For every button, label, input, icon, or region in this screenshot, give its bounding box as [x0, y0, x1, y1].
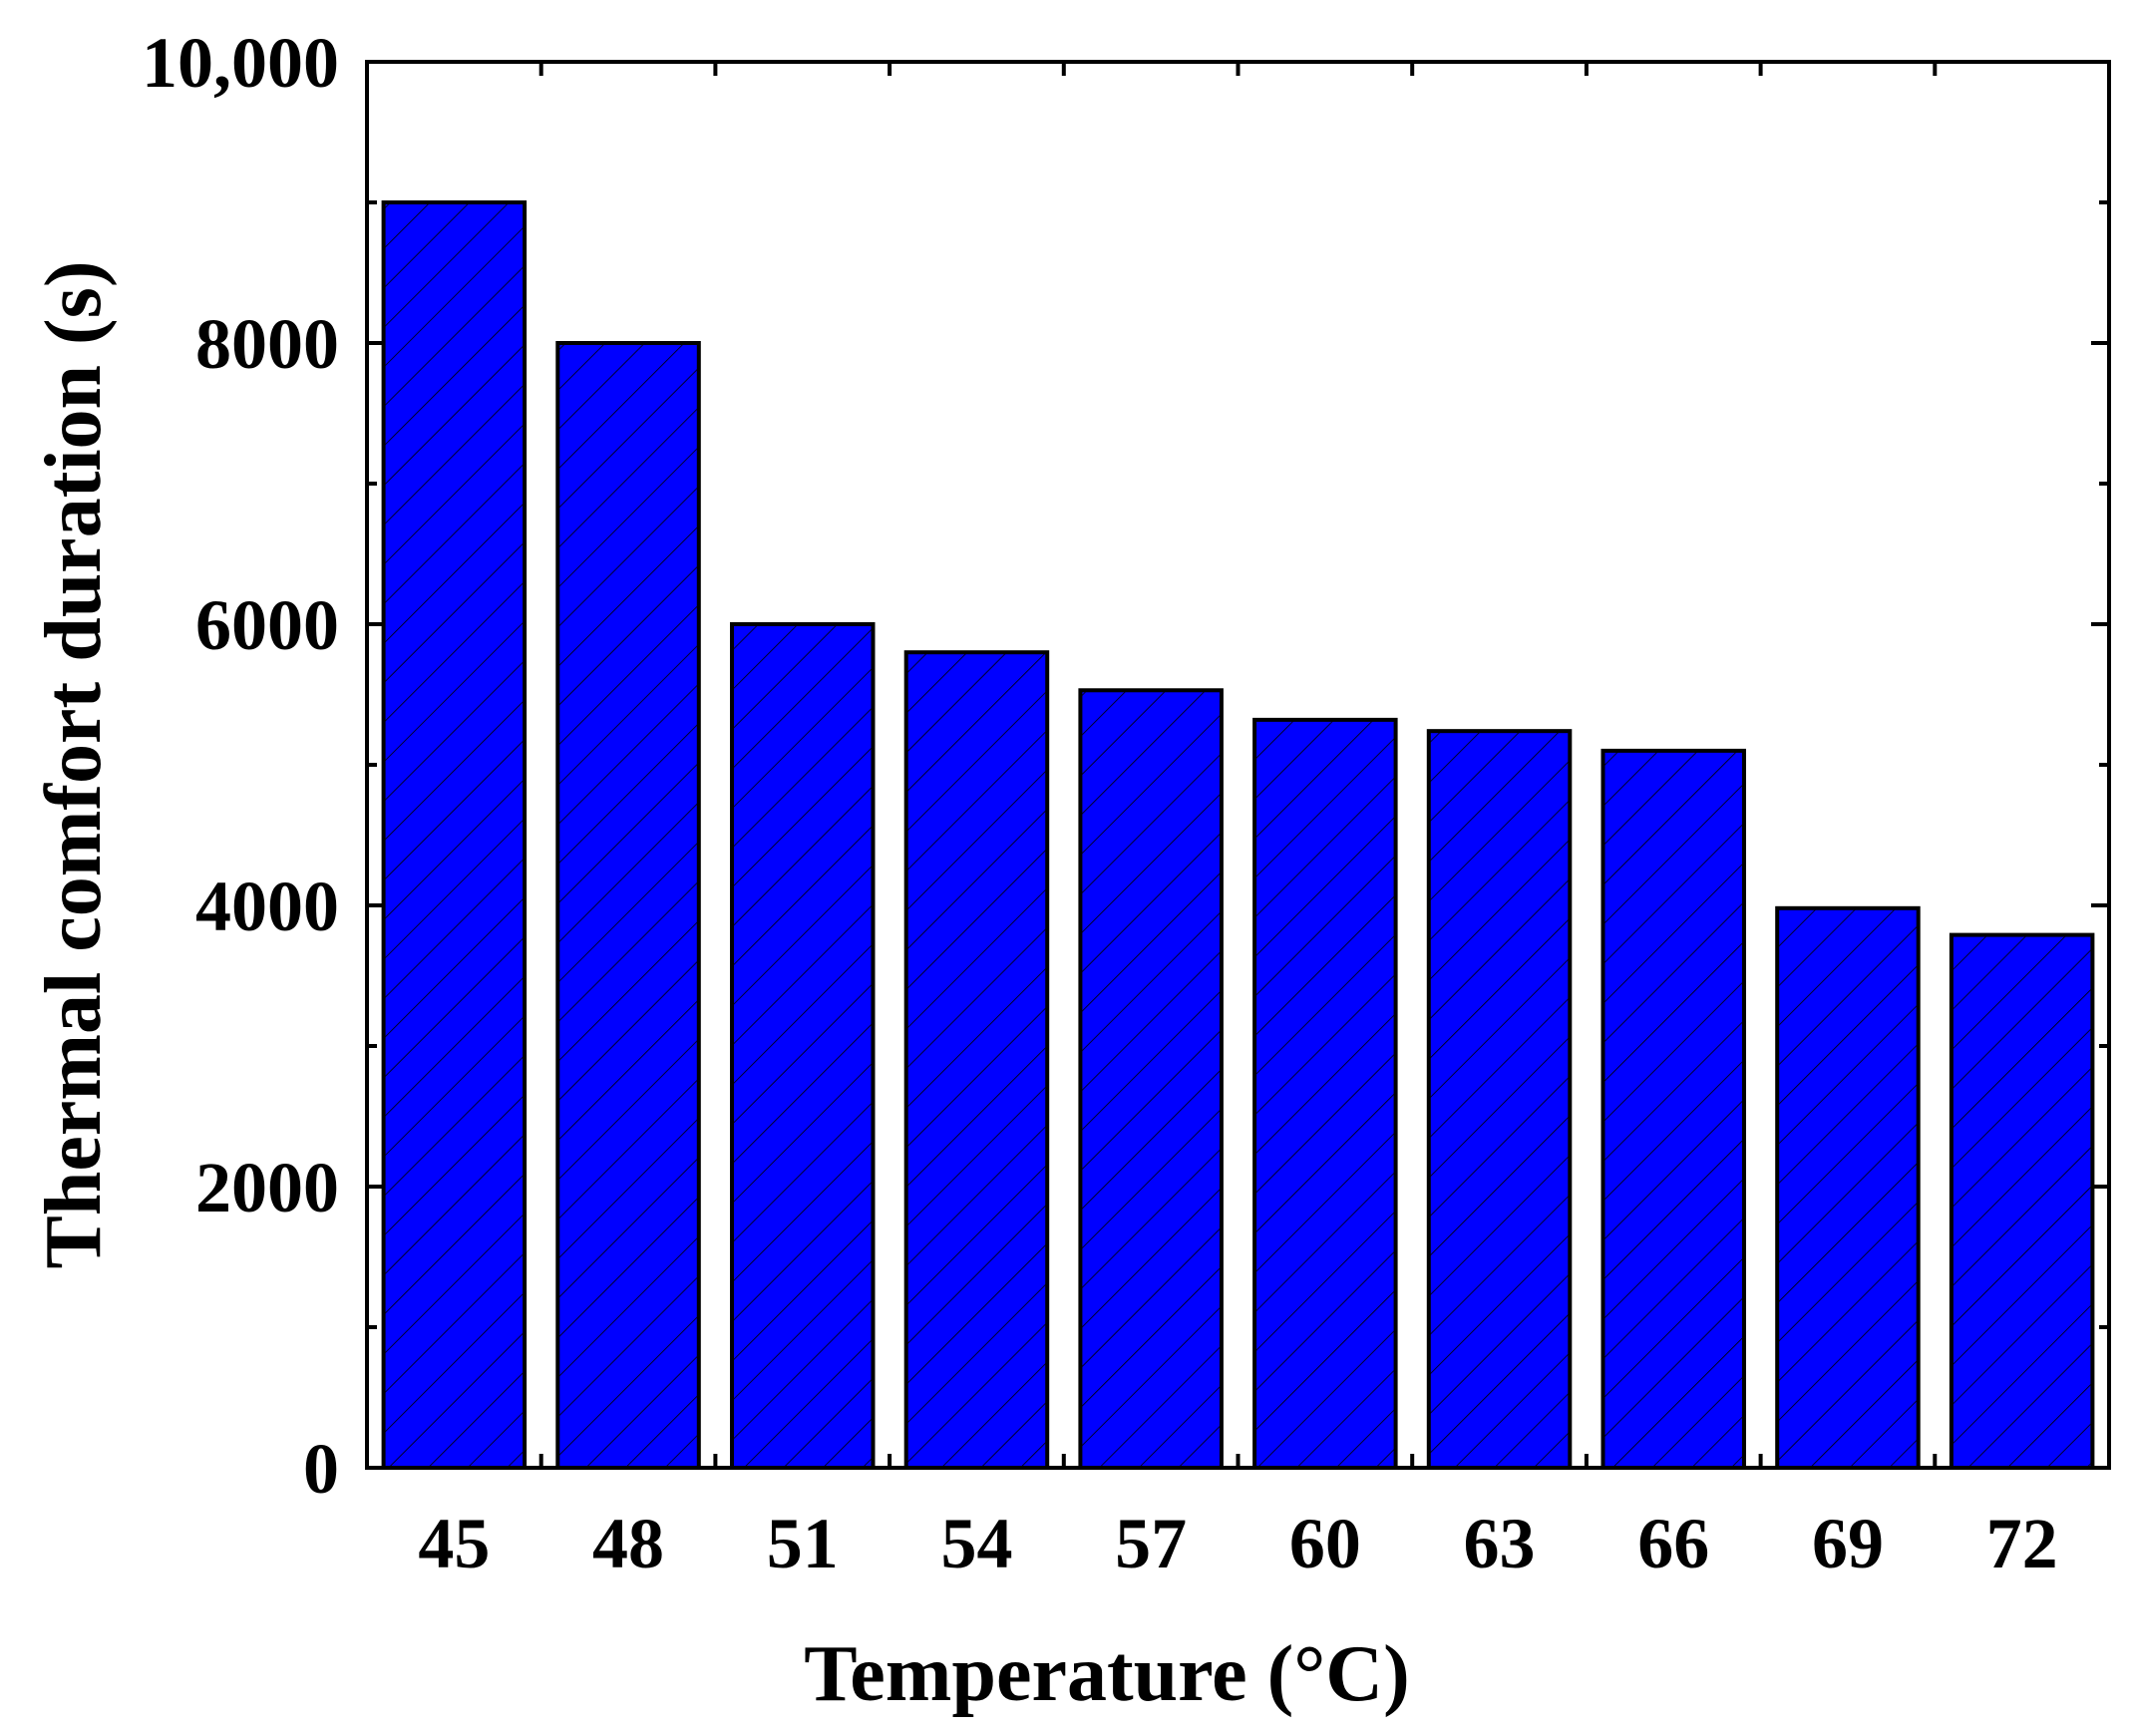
x-tick-label: 48: [592, 1504, 664, 1583]
x-tick-label: 51: [767, 1504, 839, 1583]
bar-hatch: [555, 341, 701, 1470]
y-tick-label: 8000: [195, 304, 339, 384]
x-axis-title: Temperature (°C): [804, 1630, 1409, 1718]
y-tick-label: 6000: [195, 585, 339, 665]
y-tick-label: 2000: [195, 1148, 339, 1227]
bar-hatch: [1426, 729, 1573, 1470]
x-tick-label: 45: [418, 1504, 490, 1583]
x-tick-label: 57: [1115, 1504, 1187, 1583]
bar-hatch: [1949, 932, 2095, 1470]
bar-hatch: [1600, 748, 1747, 1470]
bar-69: [1775, 905, 1921, 1470]
bar-63: [1426, 729, 1573, 1470]
bar-51: [729, 622, 876, 1470]
bar-hatch: [903, 650, 1050, 1470]
bar-48: [555, 341, 701, 1470]
bar-hatch: [1078, 688, 1224, 1470]
bar-45: [381, 200, 528, 1470]
y-tick-label: 4000: [195, 867, 339, 946]
bar-hatch: [729, 622, 876, 1470]
x-tick-label: 60: [1289, 1504, 1361, 1583]
x-tick-label: 63: [1464, 1504, 1536, 1583]
x-tick-label: 69: [1812, 1504, 1884, 1583]
x-tick-label: 54: [940, 1504, 1012, 1583]
bar-hatch: [1775, 905, 1921, 1470]
bar-hatch: [381, 200, 528, 1470]
bar-54: [903, 650, 1050, 1470]
y-tick-label: 0: [303, 1429, 339, 1509]
bar-72: [1949, 932, 2095, 1470]
y-axis-title: Thermal comfort duration (s): [30, 261, 118, 1269]
bar-57: [1078, 688, 1224, 1470]
tick-labels-group: 0 2000 4000 6000 8000 10,000 45 48 51 54 57 60 63 66 6…: [142, 23, 2058, 1583]
bars-group: [381, 200, 2095, 1470]
axes-group: [365, 60, 2111, 1470]
x-tick-label: 66: [1637, 1504, 1709, 1583]
bar-60: [1252, 717, 1398, 1470]
x-tick-label: 72: [1986, 1504, 2058, 1583]
bar-66: [1600, 748, 1747, 1470]
y-tick-label: 10,000: [142, 23, 339, 103]
bar-hatch: [1252, 717, 1398, 1470]
